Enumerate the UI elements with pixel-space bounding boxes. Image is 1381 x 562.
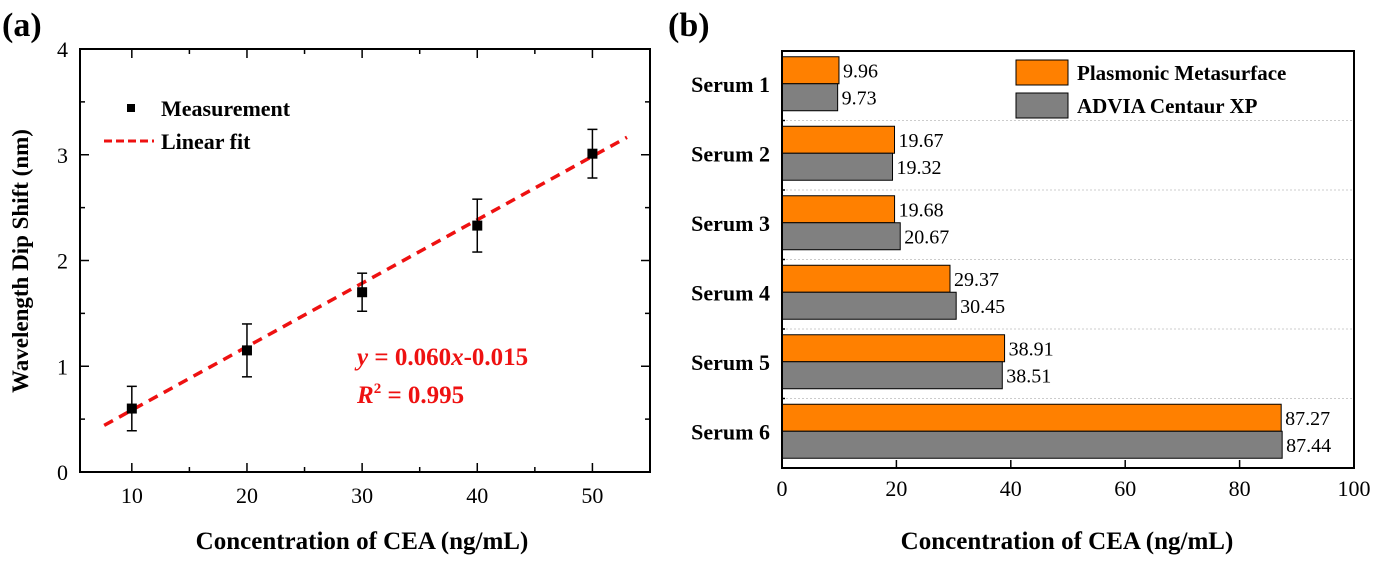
data-point — [587, 148, 598, 159]
data-point — [126, 403, 137, 414]
legend-swatch-plasmonic — [1015, 59, 1069, 86]
x-tick-label: 100 — [1338, 476, 1371, 501]
panel-b-x-tick-labels: 0 20 40 60 80 100 — [777, 476, 1371, 501]
panel-b-ticks — [781, 119, 1355, 468]
x-tick-label: 60 — [1114, 476, 1136, 501]
bar-plasmonic — [781, 125, 896, 154]
bar-value-label: 20.67 — [904, 226, 949, 248]
legend-label-plasmonic: Plasmonic Metasurface — [1077, 61, 1286, 85]
panel-a: (a) 10 20 30 40 50 0 1 2 3 4 Measurement Linear … — [2, 7, 651, 555]
data-point — [241, 345, 252, 356]
legend-label-measurement: Measurement — [161, 96, 291, 121]
x-tick-label: 80 — [1229, 476, 1251, 501]
panel-b-category-labels: Serum 1 Serum 2 Serum 3 Serum 4 Serum 5 Serum… — [691, 72, 770, 445]
bar-advia — [781, 222, 901, 251]
legend-marker-measurement — [127, 104, 135, 112]
fit-equation: y = 0.060x-0.015 — [354, 344, 528, 371]
bar-value-label: 87.27 — [1285, 408, 1330, 430]
bar-plasmonic — [781, 56, 840, 85]
panel-a-y-axis-label: Wavelength Dip Shift (nm) — [8, 129, 33, 393]
y-tick-label: 0 — [57, 460, 68, 485]
bar-value-label: 9.73 — [842, 87, 877, 109]
bar-plasmonic — [781, 403, 1282, 432]
x-tick-label: 40 — [1000, 476, 1022, 501]
bar-plasmonic — [781, 264, 951, 293]
category-label: Serum 6 — [691, 419, 770, 444]
bar-plasmonic — [781, 334, 1006, 363]
category-label: Serum 5 — [691, 350, 770, 375]
category-label: Serum 4 — [691, 280, 770, 305]
bar-advia — [781, 83, 839, 112]
bar-advia — [781, 152, 894, 181]
x-tick-label: 0 — [777, 476, 788, 501]
bar-value-label: 9.96 — [843, 60, 878, 82]
x-tick-label: 40 — [466, 483, 488, 508]
bar-value-label: 19.67 — [899, 130, 944, 152]
bar-plasmonic — [781, 195, 896, 224]
bar-value-label: 19.32 — [897, 157, 942, 179]
bar-advia — [781, 291, 957, 320]
panel-b-legend: Plasmonic Metasurface ADVIA Centaur XP — [1015, 59, 1286, 119]
y-tick-label: 2 — [57, 249, 68, 274]
r-squared-annotation: R2 = 0.995 — [356, 381, 464, 409]
category-label: Serum 3 — [691, 211, 770, 236]
category-label: Serum 2 — [691, 141, 770, 166]
x-tick-label: 10 — [121, 483, 143, 508]
bar-value-label: 19.68 — [899, 199, 944, 221]
panel-a-label: (a) — [2, 7, 42, 44]
x-tick-label: 20 — [236, 483, 258, 508]
y-tick-label: 4 — [57, 37, 68, 62]
panel-a-x-axis-label: Concentration of CEA (ng/mL) — [196, 528, 529, 555]
bar-value-label: 38.91 — [1009, 338, 1054, 360]
bar-value-label: 38.51 — [1006, 365, 1051, 387]
x-tick-label: 50 — [581, 483, 603, 508]
panel-b-gridlines — [782, 120, 1354, 399]
x-tick-label: 20 — [885, 476, 907, 501]
bar-value-label: 30.45 — [960, 296, 1005, 318]
panel-a-y-tick-labels: 0 1 2 3 4 — [57, 37, 68, 485]
bar-value-label: 29.37 — [954, 269, 999, 291]
data-point — [357, 287, 368, 298]
linear-fit-line — [103, 135, 628, 427]
y-tick-label: 1 — [57, 354, 68, 379]
legend-swatch-advia — [1015, 92, 1069, 119]
panel-b-x-axis-label: Concentration of CEA (ng/mL) — [901, 528, 1234, 555]
panel-b-bar-value-labels: 9.969.7319.6719.3219.6820.6729.3730.4538… — [842, 60, 1332, 457]
bar-advia — [781, 361, 1003, 390]
x-tick-label: 30 — [351, 483, 373, 508]
y-tick-label: 3 — [57, 143, 68, 168]
panel-a-legend: Measurement Linear fit — [104, 96, 291, 154]
data-point — [472, 220, 483, 231]
legend-label-linear-fit: Linear fit — [161, 129, 251, 154]
measurement-points — [126, 128, 598, 432]
category-label: Serum 1 — [691, 72, 770, 97]
panel-b-label: (b) — [668, 7, 710, 44]
bar-value-label: 87.44 — [1286, 435, 1331, 457]
bar-advia — [781, 430, 1283, 459]
panel-b-bars — [781, 56, 1283, 459]
legend-label-advia: ADVIA Centaur XP — [1077, 94, 1258, 118]
panel-a-ticks — [80, 48, 650, 473]
panel-a-x-tick-labels: 10 20 30 40 50 — [121, 483, 604, 508]
